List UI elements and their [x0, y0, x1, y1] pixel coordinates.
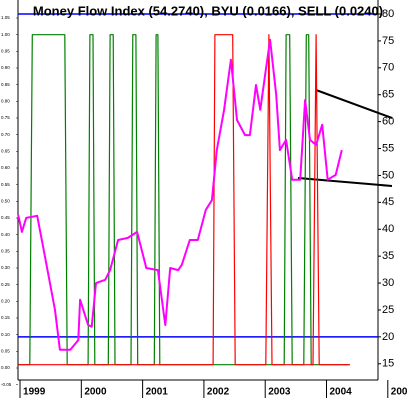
y-tick-label: 20 [382, 331, 394, 343]
y-tick-label: 25 [382, 304, 394, 316]
y2-tick-label: 0.40 [1, 232, 10, 237]
x-tick-label: 1999 [23, 387, 46, 398]
y2-tick-label: 1.00 [1, 32, 10, 37]
series-line [18, 34, 350, 366]
y-tick-label: 55 [382, 142, 394, 154]
trend-line [297, 177, 393, 187]
y2-tick-label: 0.80 [1, 99, 10, 104]
y-tick-label: 30 [382, 277, 394, 289]
y2-tick-label: 0.70 [1, 132, 10, 137]
y-tick-label: 65 [382, 89, 394, 101]
y2-tick-label: 0.25 [1, 282, 10, 287]
y2-tick-label: 0.00 [1, 365, 10, 370]
x-tick-label: 200 [391, 387, 408, 398]
x-tick-label: 2002 [207, 387, 230, 398]
series-line [17, 38, 343, 351]
y2-tick-label: 0.60 [1, 165, 10, 170]
y2-tick-label: 0.90 [1, 65, 10, 70]
y2-tick-label: 0.20 [1, 299, 10, 304]
y2-tick-label: 0.50 [1, 199, 10, 204]
y2-tick-label: 0.65 [1, 149, 10, 154]
y2-tick-label: 0.75 [1, 115, 10, 120]
y2-tick-label: 0.95 [1, 49, 10, 54]
y-tick-label: 40 [382, 223, 394, 235]
x-tick-label: 2004 [330, 387, 353, 398]
y2-tick-label: 0.55 [1, 182, 10, 187]
trend-line [315, 89, 393, 119]
y2-tick-label: 0.30 [1, 265, 10, 270]
y2-tick-label: 0.10 [1, 332, 10, 337]
y-tick-label: 75 [382, 35, 394, 47]
x-tick-label: 2000 [84, 387, 107, 398]
y2-tick-label: -0.05 [1, 382, 12, 387]
y2-tick-label: 1.05 [1, 15, 10, 20]
y2-tick-label: 0.45 [1, 215, 10, 220]
y-tick-label: 70 [382, 62, 394, 74]
y2-tick-label: 0.15 [1, 315, 10, 320]
y2-tick-label: 0.85 [1, 82, 10, 87]
y-tick-label: 15 [382, 358, 394, 370]
y-tick-label: 60 [382, 116, 394, 128]
x-tick-label: 2003 [268, 387, 291, 398]
chart-title: Money Flow Index (54.2740), BYU (0.0166)… [33, 3, 383, 18]
y-tick-label: 45 [382, 196, 394, 208]
y-tick-label: 80 [382, 8, 394, 20]
x-tick-label: 2001 [146, 387, 169, 398]
y2-tick-label: 0.05 [1, 349, 10, 354]
y-tick-label: 50 [382, 169, 394, 181]
y-tick-label: 35 [382, 250, 394, 262]
y2-tick-label: 0.35 [1, 249, 10, 254]
